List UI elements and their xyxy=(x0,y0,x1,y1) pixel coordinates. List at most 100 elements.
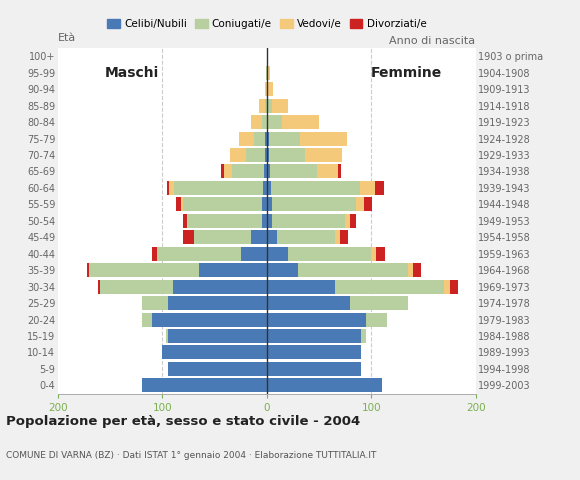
Bar xyxy=(262,115,267,129)
Bar xyxy=(174,181,263,195)
Bar xyxy=(168,362,267,376)
Bar xyxy=(157,247,241,261)
Bar xyxy=(267,197,272,211)
Bar xyxy=(267,346,361,360)
Bar xyxy=(181,197,183,211)
Bar xyxy=(376,247,385,261)
Bar xyxy=(350,296,408,310)
Bar xyxy=(89,263,199,277)
Bar xyxy=(168,296,267,310)
Bar xyxy=(298,263,408,277)
Bar xyxy=(267,296,350,310)
Bar xyxy=(268,66,270,80)
Bar xyxy=(176,197,181,211)
Bar xyxy=(269,148,306,162)
Bar xyxy=(267,132,269,145)
Bar xyxy=(267,263,298,277)
Text: Popolazione per età, sesso e stato civile - 2004: Popolazione per età, sesso e stato civil… xyxy=(6,415,360,428)
Bar xyxy=(142,312,152,326)
Bar xyxy=(267,115,282,129)
Bar xyxy=(317,165,338,179)
Bar xyxy=(199,263,267,277)
Bar xyxy=(350,214,356,228)
Bar xyxy=(300,132,347,145)
Bar xyxy=(259,98,264,113)
Bar xyxy=(375,181,384,195)
Text: Età: Età xyxy=(58,33,76,43)
Bar xyxy=(364,197,372,211)
Bar xyxy=(264,165,267,179)
Bar xyxy=(267,82,268,96)
Text: COMUNE DI VARNA (BZ) · Dati ISTAT 1° gennaio 2004 · Elaborazione TUTTITALIA.IT: COMUNE DI VARNA (BZ) · Dati ISTAT 1° gen… xyxy=(6,451,376,460)
Bar xyxy=(187,214,188,228)
Bar xyxy=(450,280,458,294)
Bar xyxy=(306,148,342,162)
Bar xyxy=(268,82,273,96)
Text: Femmine: Femmine xyxy=(371,66,443,80)
Bar xyxy=(241,247,267,261)
Bar xyxy=(371,247,376,261)
Bar xyxy=(444,280,450,294)
Bar xyxy=(233,165,264,179)
Bar xyxy=(166,181,169,195)
Bar xyxy=(272,197,356,211)
Bar xyxy=(173,280,267,294)
Bar xyxy=(267,214,272,228)
Bar xyxy=(165,329,168,343)
Bar xyxy=(360,181,375,195)
Bar xyxy=(338,165,341,179)
Bar xyxy=(263,181,267,195)
Bar xyxy=(264,82,267,96)
Bar xyxy=(188,214,262,228)
Bar xyxy=(264,98,267,113)
Bar xyxy=(97,280,100,294)
Bar xyxy=(366,312,387,326)
Bar xyxy=(267,312,366,326)
Bar xyxy=(224,165,233,179)
Bar xyxy=(361,329,366,343)
Bar xyxy=(267,148,269,162)
Bar xyxy=(183,197,262,211)
Bar xyxy=(254,132,264,145)
Bar xyxy=(267,98,272,113)
Bar xyxy=(277,230,335,244)
Bar xyxy=(168,329,267,343)
Bar xyxy=(230,148,246,162)
Bar xyxy=(267,329,361,343)
Bar xyxy=(264,148,267,162)
Bar xyxy=(340,230,348,244)
Bar xyxy=(266,66,267,80)
Bar xyxy=(335,280,444,294)
Text: Anno di nascita: Anno di nascita xyxy=(390,36,476,46)
Bar xyxy=(345,214,350,228)
Bar xyxy=(267,247,288,261)
Bar xyxy=(335,230,340,244)
Bar xyxy=(152,312,267,326)
Bar xyxy=(272,214,345,228)
Legend: Celibi/Nubili, Coniugati/e, Vedovi/e, Divorziati/e: Celibi/Nubili, Coniugati/e, Vedovi/e, Di… xyxy=(103,15,430,33)
Bar xyxy=(183,214,187,228)
Bar xyxy=(282,115,319,129)
Bar xyxy=(271,181,360,195)
Bar xyxy=(356,197,364,211)
Bar xyxy=(270,165,317,179)
Bar xyxy=(267,280,335,294)
Bar xyxy=(251,230,267,244)
Bar xyxy=(267,362,361,376)
Bar xyxy=(152,247,157,261)
Bar xyxy=(162,346,267,360)
Bar xyxy=(169,181,174,195)
Bar xyxy=(251,115,262,129)
Bar xyxy=(272,98,288,113)
Bar xyxy=(408,263,413,277)
Bar xyxy=(100,280,173,294)
Bar xyxy=(194,230,251,244)
Bar xyxy=(262,197,267,211)
Bar xyxy=(183,230,194,244)
Bar xyxy=(246,148,264,162)
Bar xyxy=(238,132,254,145)
Bar xyxy=(87,263,89,277)
Bar xyxy=(262,214,267,228)
Bar xyxy=(413,263,421,277)
Bar xyxy=(142,296,168,310)
